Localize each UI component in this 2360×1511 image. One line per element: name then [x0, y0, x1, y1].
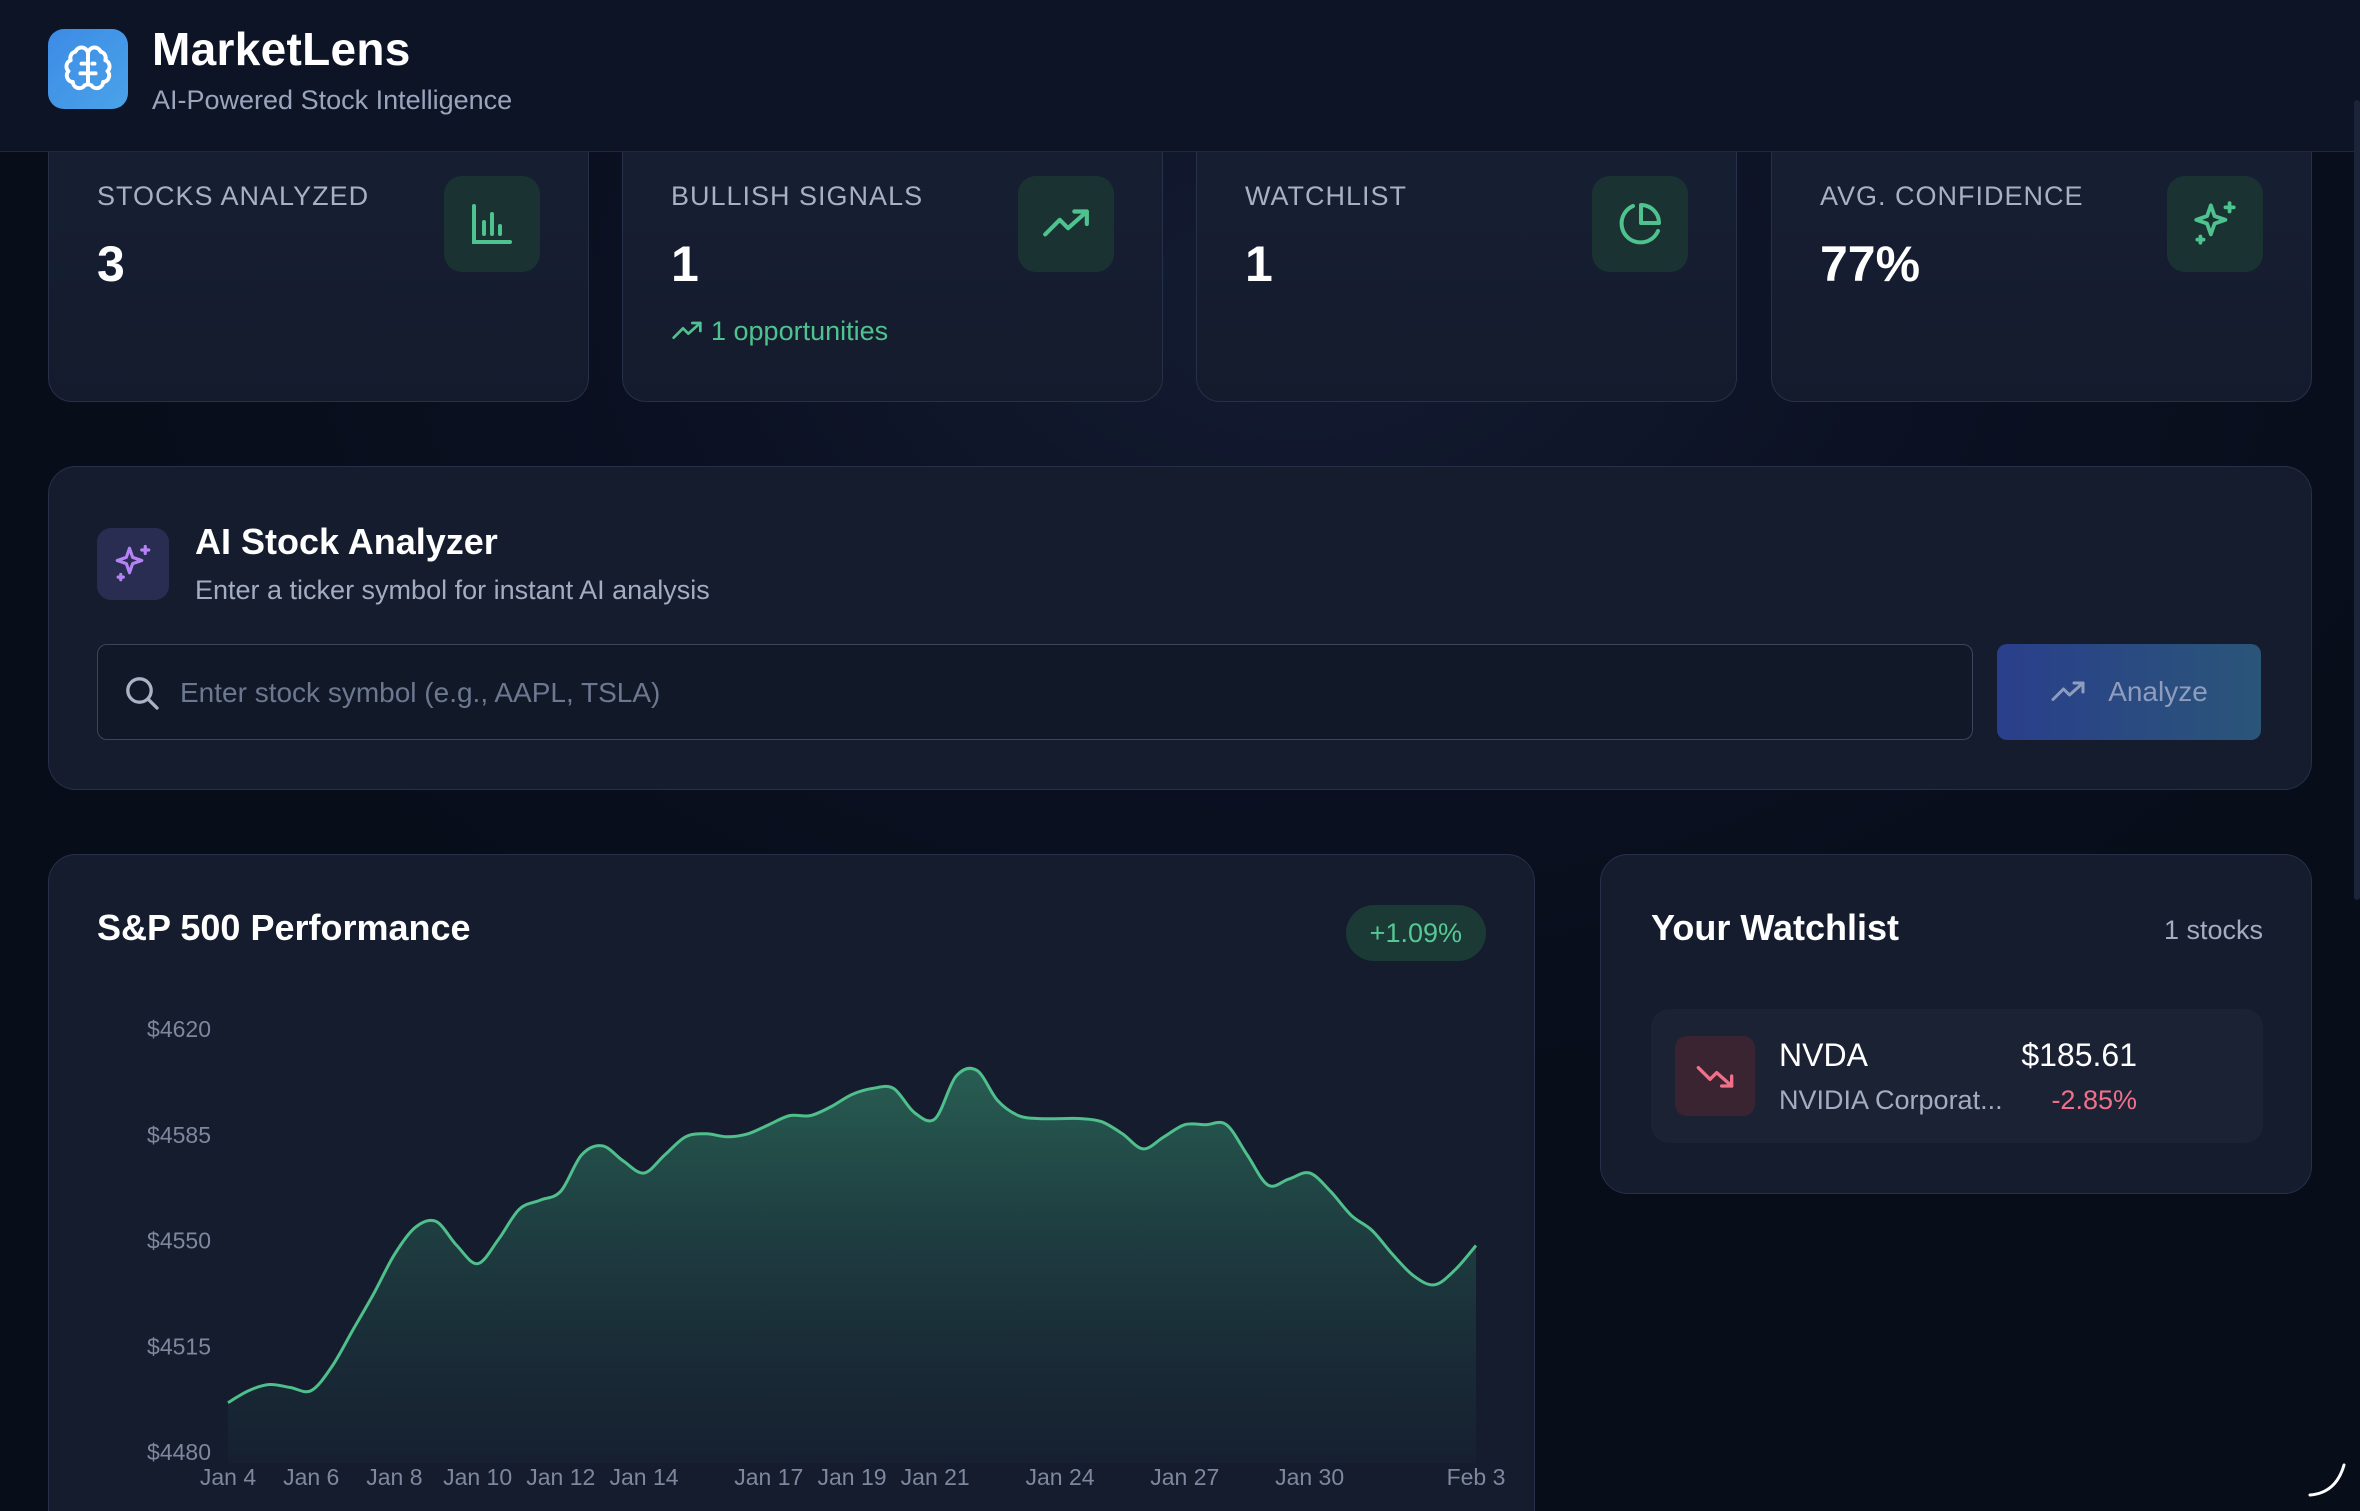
chart-area — [228, 1068, 1476, 1463]
app-subtitle: AI-Powered Stock Intelligence — [152, 85, 513, 115]
stat-card-stocks-analyzed: STOCKS ANALYZED 3 — [48, 120, 589, 402]
chart-title: S&P 500 Performance — [97, 907, 471, 948]
trending-up-icon — [672, 321, 702, 339]
stat-value: 3 — [97, 236, 125, 292]
x-tick-label: Jan 17 — [734, 1464, 803, 1490]
analyze-button-label: Analyze — [2108, 676, 2208, 707]
opportunities-text: 1 opportunities — [711, 315, 889, 346]
x-tick-label: Jan 8 — [366, 1464, 422, 1490]
y-tick-label: $4515 — [147, 1333, 211, 1359]
stock-symbol-input[interactable] — [178, 645, 1942, 741]
bar-chart-icon — [444, 176, 540, 272]
watchlist-card: Your Watchlist 1 stocks NVDA NVIDIA Corp… — [1600, 854, 2312, 1194]
app-header: MarketLens AI-Powered Stock Intelligence — [0, 0, 2360, 152]
x-tick-label: Jan 10 — [443, 1464, 512, 1490]
analyzer-subtitle: Enter a ticker symbol for instant AI ana… — [195, 575, 710, 605]
stat-value: 1 — [671, 236, 699, 292]
x-tick-label: Feb 3 — [1447, 1464, 1506, 1490]
stat-extra: 1 opportunities — [671, 315, 888, 347]
stat-value: 1 — [1245, 236, 1273, 292]
chart-line[interactable] — [227, 1066, 1478, 1404]
sp500-chart: $4620 $4585 $4550 $4515 $4480 Jan 4 Jan 6 Jan … — [147, 1016, 1506, 1490]
x-tick-label: Jan 30 — [1275, 1464, 1344, 1490]
x-tick-label: Jan 24 — [1025, 1464, 1094, 1490]
stock-symbol: NVDA — [1779, 1037, 1868, 1073]
pie-chart-icon — [1592, 176, 1688, 272]
resize-grip-icon[interactable] — [2306, 1457, 2346, 1497]
y-tick-label: $4550 — [147, 1228, 211, 1254]
sp500-chart-card: S&P 500 Performance +1.09% $4620 $4585 $45… — [48, 854, 1535, 1511]
stat-card-watchlist: WATCHLIST 1 — [1196, 120, 1737, 402]
sparkles-icon — [2167, 176, 2263, 272]
y-tick-label: $4585 — [147, 1122, 211, 1148]
watchlist-count: 1 stocks — [2163, 915, 2263, 945]
x-tick-label: Jan 19 — [817, 1464, 886, 1490]
y-tick-label: $4480 — [147, 1439, 211, 1465]
analyze-button[interactable]: Analyze — [1997, 644, 2261, 740]
x-tick-label: Jan 6 — [283, 1464, 339, 1490]
search-icon — [126, 677, 159, 710]
y-tick-label: $4620 — [147, 1016, 211, 1042]
ai-stock-analyzer: AI Stock Analyzer Enter a ticker symbol … — [48, 466, 2312, 790]
watchlist-item[interactable]: NVDA NVIDIA Corporat... $185.61 -2.85% — [1651, 1009, 2263, 1143]
scrollbar[interactable] — [2354, 100, 2360, 900]
x-tick-label: Jan 12 — [526, 1464, 595, 1490]
x-tick-label: Jan 21 — [901, 1464, 970, 1490]
stat-card-avg-confidence: AVG. CONFIDENCE 77% — [1771, 120, 2312, 402]
stock-price: $185.61 — [2021, 1037, 2137, 1073]
trending-down-icon — [1675, 1036, 1755, 1116]
x-tick-label: Jan 4 — [200, 1464, 256, 1490]
stat-label: STOCKS ANALYZED — [97, 181, 370, 211]
x-tick-label: Jan 14 — [609, 1464, 678, 1490]
stat-label: BULLISH SIGNALS — [671, 181, 924, 211]
analyzer-title: AI Stock Analyzer — [195, 521, 498, 562]
x-tick-label: Jan 27 — [1150, 1464, 1219, 1490]
brain-icon — [48, 29, 128, 109]
trending-up-icon — [2051, 681, 2085, 701]
trending-up-icon — [1018, 176, 1114, 272]
search-box[interactable] — [97, 644, 1973, 741]
stat-label: AVG. CONFIDENCE — [1820, 181, 2084, 211]
stock-change: -2.85% — [2051, 1085, 2137, 1115]
stat-label: WATCHLIST — [1245, 181, 1407, 211]
performance-badge: +1.09% — [1345, 905, 1486, 961]
watchlist-title: Your Watchlist — [1651, 907, 1900, 948]
stat-card-bullish-signals: BULLISH SIGNALS 1 1 opportunities — [622, 120, 1163, 402]
sparkles-icon — [97, 528, 169, 600]
stat-value: 77% — [1820, 236, 1921, 292]
stock-name: NVIDIA Corporat... — [1779, 1085, 2003, 1115]
app-title: MarketLens — [152, 23, 411, 75]
